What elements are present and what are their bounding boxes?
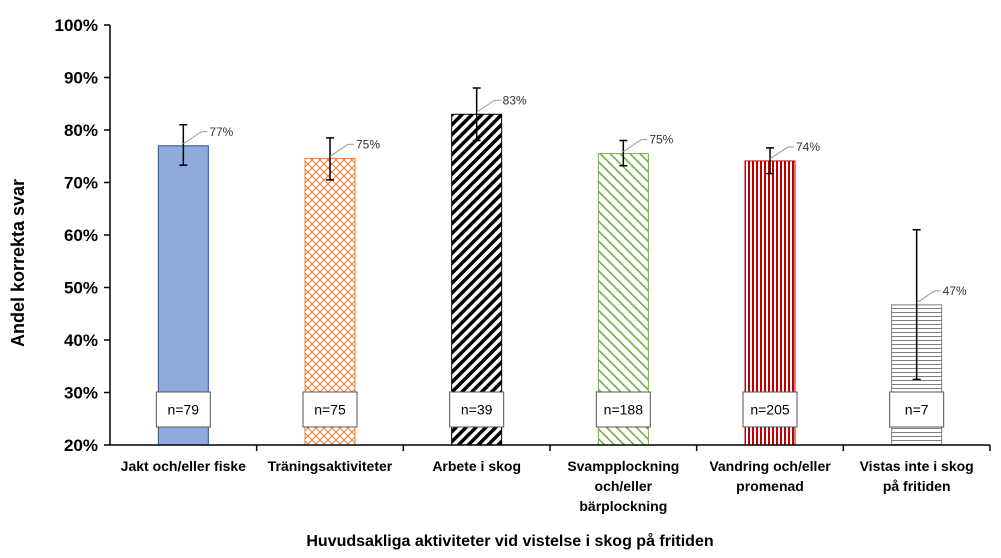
y-tick-label-2: 30% xyxy=(64,384,98,403)
category-label-4-line-2: och/eller xyxy=(595,478,653,494)
value-leader-4 xyxy=(623,139,642,153)
value-leader-6 xyxy=(916,290,935,304)
y-tick-label-9: 100% xyxy=(55,16,98,35)
n-label-box-5 xyxy=(742,391,798,428)
n-label-1: n=79 xyxy=(168,402,200,418)
n-label-box-2 xyxy=(302,391,358,428)
value-leader-5 xyxy=(769,146,789,160)
n-label-box-3 xyxy=(449,391,505,428)
category-label-5-line-2: promenad xyxy=(736,478,804,494)
category-label-3-line-1: Arbete i skog xyxy=(432,458,521,474)
y-tick-label-7: 80% xyxy=(64,121,98,140)
n-label-6: n=7 xyxy=(905,402,929,418)
value-label-3: 83% xyxy=(503,93,527,107)
n-label-box-6 xyxy=(889,391,945,428)
axes-layer: 20% 30% 40% 50% 60% 70% 80% 90% 100% xyxy=(55,16,991,455)
category-label-6-line-1: Vistas inte i skog xyxy=(860,458,974,474)
n-label-4: n=188 xyxy=(604,402,644,418)
category-label-6-line-2: på fritiden xyxy=(883,478,951,494)
category-label-5-line-1: Vandring och/eller xyxy=(709,458,831,474)
labels-layer: n=79 77% Jakt och/eller fiske n=75 75% Tränin… xyxy=(121,93,974,514)
y-tick-label-4: 50% xyxy=(64,279,98,298)
n-label-5: n=205 xyxy=(750,402,790,418)
y-tick-label-1: 20% xyxy=(64,436,98,455)
category-label-2-line-1: Träningsaktiviteter xyxy=(268,458,393,474)
y-tick-label-3: 40% xyxy=(64,331,98,350)
n-label-3: n=39 xyxy=(461,402,493,418)
n-label-2: n=75 xyxy=(314,402,346,418)
value-leader-2 xyxy=(329,143,349,157)
y-tick-label-8: 90% xyxy=(64,69,98,88)
value-leader-1 xyxy=(183,131,202,145)
y-tick-label-6: 70% xyxy=(64,174,98,193)
category-label-4-line-1: Svampplockning xyxy=(567,458,679,474)
value-label-6: 47% xyxy=(943,284,967,298)
y-tick-label-5: 60% xyxy=(64,226,98,245)
value-leader-3 xyxy=(476,99,495,113)
value-label-2: 75% xyxy=(356,137,380,151)
bar-3 xyxy=(451,113,503,446)
y-axis-title: Andel korrekta svar xyxy=(8,179,28,347)
category-label-4-line-3: bärplockning xyxy=(579,498,667,514)
category-label-1-line-1: Jakt och/eller fiske xyxy=(121,458,247,474)
bars-layer xyxy=(157,87,943,446)
x-axis-title: Huvudsakliga aktiviteter vid vistelse i … xyxy=(306,532,713,550)
value-label-5: 74% xyxy=(796,140,820,154)
n-label-box-4 xyxy=(595,391,651,428)
value-label-4: 75% xyxy=(649,133,673,147)
value-label-1: 77% xyxy=(209,125,233,139)
n-label-box-1 xyxy=(155,391,211,428)
